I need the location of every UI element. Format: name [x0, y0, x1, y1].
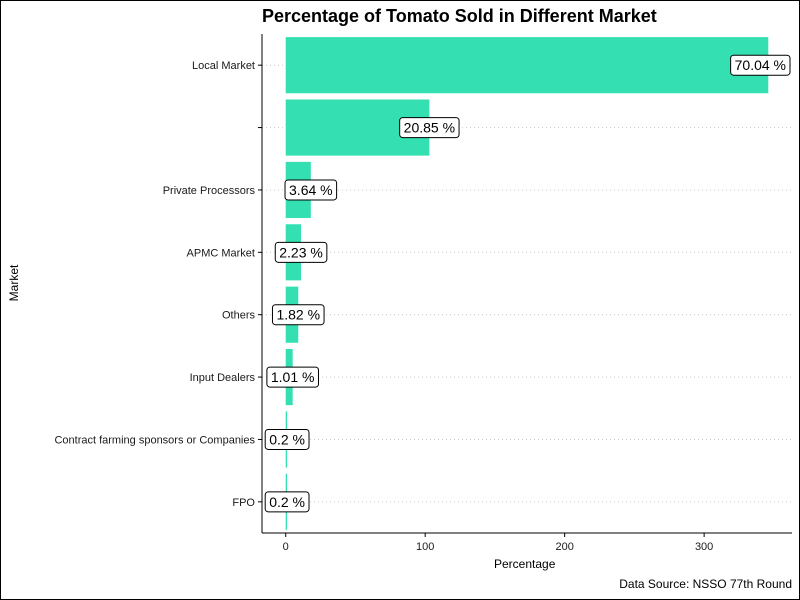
data-label-box — [264, 491, 310, 513]
data-source-caption: Data Source: NSSO 77th Round — [619, 577, 792, 591]
data-label-text: 0.2 % — [269, 494, 305, 510]
data-label-text: 1.01 % — [271, 369, 315, 385]
bar — [285, 37, 769, 94]
y-tick-label: APMC Market — [187, 247, 255, 259]
y-tick-label: FPO — [232, 497, 255, 509]
data-label: 3.64 % — [284, 179, 338, 201]
data-label: 1.01 % — [266, 366, 319, 388]
chart-title: Percentage of Tomato Sold in Different M… — [262, 6, 657, 26]
data-label-box — [399, 117, 460, 139]
data-label-box — [264, 428, 310, 450]
data-label-text: 3.64 % — [289, 182, 333, 198]
data-label-text: 1.82 % — [276, 307, 320, 323]
y-tick-label: Contract farming sponsors or Companies — [54, 434, 255, 446]
y-tick-label: Local Market — [192, 60, 255, 72]
data-label: 0.2 % — [264, 428, 310, 450]
y-tick-label: Private Processors — [163, 185, 256, 197]
data-label: 20.85 % — [399, 117, 460, 139]
data-label: 2.23 % — [274, 241, 328, 263]
data-label-text: 20.85 % — [404, 120, 455, 136]
data-label-box — [730, 54, 791, 76]
data-label-text: 2.23 % — [279, 244, 323, 260]
data-label: 0.2 % — [264, 491, 310, 513]
data-label-box — [284, 179, 338, 201]
data-label-box — [266, 366, 319, 388]
data-label-text: 0.2 % — [269, 431, 305, 447]
x-tick-label: 100 — [416, 541, 434, 553]
data-label-box — [274, 241, 328, 263]
data-label-text: 70.04 % — [735, 57, 786, 73]
x-tick-label: 200 — [555, 541, 573, 553]
data-label: 70.04 % — [730, 54, 791, 76]
x-tick-label: 300 — [695, 541, 713, 553]
x-axis-label: Percentage — [494, 557, 556, 571]
x-tick-label: 0 — [283, 541, 289, 553]
data-label-box — [271, 304, 325, 326]
y-tick-label: Input Dealers — [190, 372, 256, 384]
y-tick-label: Others — [222, 310, 256, 322]
data-label: 1.82 % — [271, 304, 325, 326]
